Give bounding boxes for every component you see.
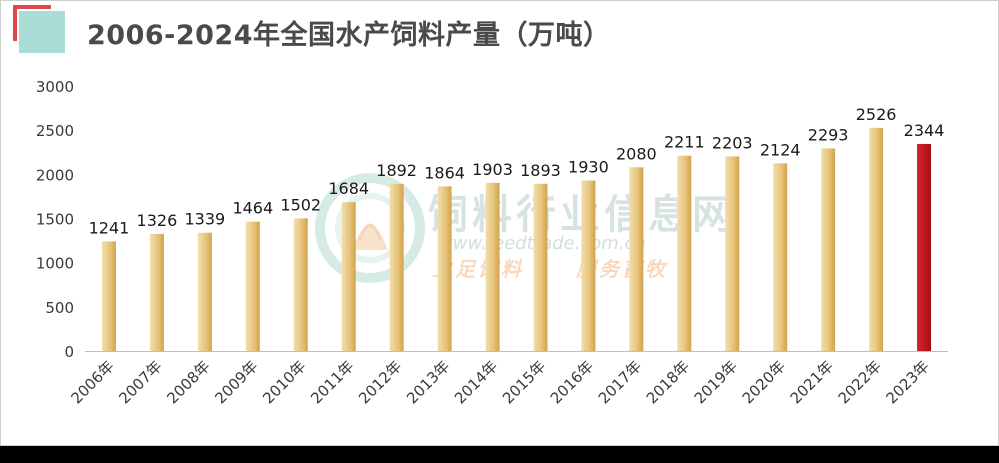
y-tick-label: 2000	[36, 166, 74, 184]
data-labels: 1241 1326 1339 1464 1502 1684 1892 1864 1903 1893…	[89, 105, 945, 238]
y-tick-label: 500	[45, 299, 74, 317]
x-tick-label: 2023年	[883, 357, 933, 407]
data-label: 1930	[568, 158, 609, 177]
data-label: 2211	[664, 133, 705, 152]
y-tick-label: 1500	[36, 211, 74, 229]
bar	[149, 233, 164, 351]
data-label: 1339	[185, 210, 226, 229]
bar	[197, 232, 212, 351]
bar	[773, 163, 788, 351]
bar	[677, 155, 692, 351]
bar	[725, 156, 740, 351]
bar	[485, 182, 500, 351]
x-tick-label: 2016年	[547, 357, 597, 407]
x-tick-label: 2012年	[355, 357, 405, 407]
bar	[821, 148, 836, 351]
x-tick-label: 2008年	[163, 357, 213, 407]
x-tick-label: 2011年	[307, 357, 357, 407]
y-tick-label: 2500	[36, 122, 74, 140]
x-tick-label: 2010年	[259, 357, 309, 407]
bar-highlight	[917, 143, 932, 351]
x-tick-label: 2013年	[403, 357, 453, 407]
x-tick-label: 2014年	[451, 357, 501, 407]
x-tick-label: 2017年	[595, 357, 645, 407]
data-label: 2124	[760, 140, 801, 159]
bar	[341, 202, 356, 351]
y-tick-label: 3000	[36, 78, 74, 96]
x-tick-label: 2007年	[115, 357, 165, 407]
bars	[101, 127, 932, 352]
y-tick-label: 1000	[36, 255, 74, 273]
x-axis: 2006年2007年2008年2009年2010年2011年2012年2013年…	[67, 357, 932, 407]
data-label: 1893	[520, 161, 561, 180]
data-label: 2080	[616, 144, 657, 163]
data-label: 1684	[328, 179, 369, 198]
data-label: 1903	[472, 160, 513, 179]
x-tick-label: 2006年	[67, 357, 117, 407]
x-tick-label: 2020年	[739, 357, 789, 407]
x-tick-label: 2015年	[499, 357, 549, 407]
bar	[533, 183, 548, 351]
data-label: 2526	[856, 105, 897, 124]
title-accent-block	[19, 11, 65, 53]
data-label: 2293	[808, 125, 849, 144]
bar	[629, 167, 644, 351]
y-tick-label: 0	[64, 343, 74, 361]
data-label: 2203	[712, 133, 753, 152]
watermark: 饲料行业信息网 www.feedtrade.com.cn 立足饲料 服务畜牧	[315, 173, 732, 283]
bar	[101, 241, 116, 351]
bar	[293, 218, 308, 351]
bar	[581, 180, 596, 351]
title-accent-corner	[13, 5, 51, 41]
x-tick-label: 2021年	[787, 357, 837, 407]
data-label: 2344	[904, 121, 945, 140]
data-label: 1864	[424, 163, 465, 182]
y-axis: 0 500 1000 1500 2000 2500 3000	[36, 78, 74, 361]
bar	[437, 186, 452, 351]
data-label: 1502	[280, 195, 321, 214]
x-tick-label: 2018年	[643, 357, 693, 407]
x-tick-label: 2019年	[691, 357, 741, 407]
data-label: 1326	[137, 211, 178, 230]
x-tick-label: 2009年	[211, 357, 261, 407]
bar	[869, 127, 884, 352]
x-tick-label: 2022年	[835, 357, 885, 407]
bar-chart: 饲料行业信息网 www.feedtrade.com.cn 立足饲料 服务畜牧 0…	[36, 78, 948, 407]
data-label: 1464	[232, 199, 273, 218]
bar	[389, 183, 404, 351]
data-label: 1241	[89, 218, 130, 237]
data-label: 1892	[376, 161, 417, 180]
bar	[245, 221, 260, 351]
chart-title: 2006-2024年全国水产饲料产量（万吨）	[87, 20, 611, 51]
